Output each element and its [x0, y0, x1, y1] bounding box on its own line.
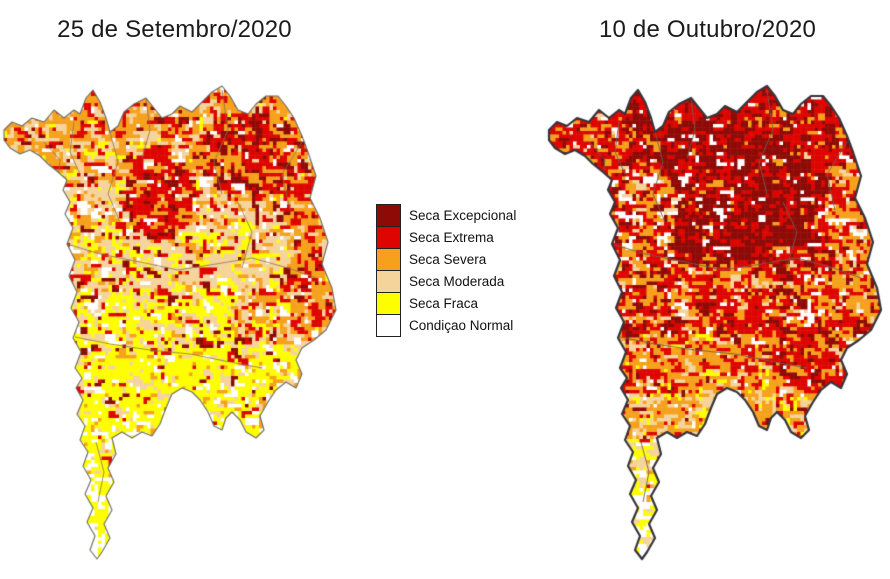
legend-label: Seca Fraca [409, 296, 479, 311]
map-title-october: 10 de Outubro/2020 [598, 16, 817, 43]
legend-swatch-fraca [376, 292, 401, 315]
legend-item-extrema: Seca Extrema [376, 226, 516, 249]
legend-label: Seca Severa [409, 252, 487, 267]
legend-swatch-extrema [376, 226, 401, 249]
legend-item-fraca: Seca Fraca [376, 292, 516, 315]
drought-legend: Seca Excepcional Seca Extrema Seca Sever… [376, 204, 516, 337]
map-title-september: 25 de Setembro/2020 [57, 16, 292, 43]
legend-label: Seca Excepcional [409, 208, 517, 223]
legend-swatch-moderada [376, 270, 401, 293]
legend-item-moderada: Seca Moderada [376, 270, 516, 293]
legend-label: Seca Extrema [409, 230, 494, 245]
legend-swatch-excepcional [376, 204, 401, 227]
legend-swatch-normal [376, 314, 401, 337]
drought-map-september [0, 82, 345, 577]
legend-item-normal: Condiçao Normal [376, 314, 516, 337]
legend-item-excepcional: Seca Excepcional [376, 204, 516, 227]
legend-label: Condiçao Normal [409, 318, 514, 333]
drought-map-october [545, 82, 890, 577]
legend-label: Seca Moderada [409, 274, 505, 289]
legend-item-severa: Seca Severa [376, 248, 516, 271]
legend-swatch-severa [376, 248, 401, 271]
